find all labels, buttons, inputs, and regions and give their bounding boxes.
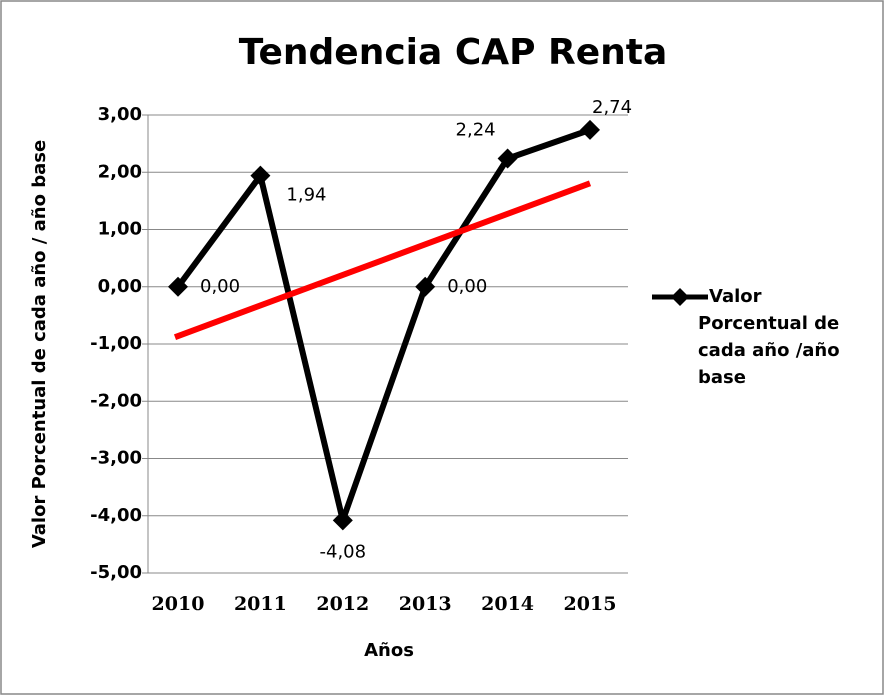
x-axis-title: Años (364, 640, 414, 661)
data-label: 2,74 (592, 97, 632, 118)
data-marker (250, 165, 271, 186)
x-tick-label: 2010 (152, 593, 205, 615)
data-label: -4,08 (320, 541, 367, 562)
legend-marker (671, 288, 689, 306)
data-marker (415, 276, 436, 297)
y-tick-label: 2,00 (98, 161, 142, 182)
x-tick-label: 2013 (399, 593, 452, 615)
data-marker (580, 119, 600, 140)
data-label: 1,94 (286, 185, 326, 206)
x-tick-label: 2012 (316, 593, 369, 615)
y-tick-label: 3,00 (98, 104, 142, 125)
y-tick-label: 0,00 (98, 276, 142, 297)
data-label: 0,00 (200, 276, 240, 297)
x-tick-label: 2015 (564, 593, 617, 615)
data-label: 0,00 (447, 276, 487, 297)
data-label: 2,24 (456, 120, 496, 141)
chart-title: Tendencia CAP Renta (239, 32, 668, 73)
legend-label: Valor Porcentual de cada año /año base (698, 286, 840, 388)
y-tick-label: 1,00 (98, 219, 142, 240)
y-tick-label: -4,00 (90, 505, 142, 526)
data-marker (168, 276, 188, 297)
x-tick-label: 2011 (234, 593, 287, 615)
y-tick-label: -2,00 (90, 390, 142, 411)
x-tick-label: 2014 (481, 593, 534, 615)
data-line (175, 127, 591, 524)
y-tick-label: -3,00 (90, 448, 142, 469)
y-tick-label: -5,00 (90, 562, 142, 583)
y-tick-label: -1,00 (90, 333, 142, 354)
trendline (173, 180, 592, 340)
data-marker (497, 148, 518, 169)
y-axis-title: Valor Porcentual de cada año / año base (29, 140, 50, 548)
data-marker (332, 510, 353, 531)
